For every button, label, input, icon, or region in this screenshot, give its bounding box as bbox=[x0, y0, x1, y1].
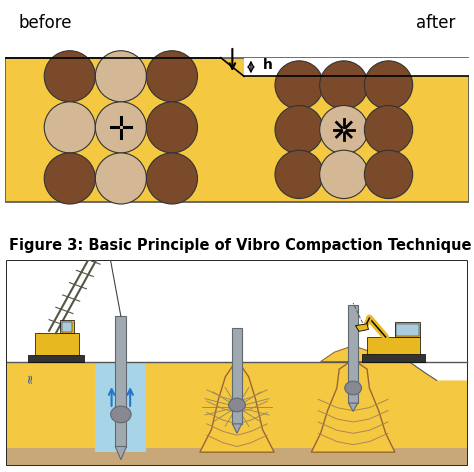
Polygon shape bbox=[115, 447, 127, 460]
Circle shape bbox=[110, 406, 131, 423]
Circle shape bbox=[345, 381, 362, 395]
Text: after: after bbox=[416, 14, 456, 32]
Circle shape bbox=[275, 61, 323, 109]
Polygon shape bbox=[61, 320, 74, 333]
Text: h: h bbox=[263, 58, 273, 72]
Circle shape bbox=[319, 106, 368, 154]
Polygon shape bbox=[356, 324, 368, 331]
Polygon shape bbox=[35, 333, 79, 355]
Circle shape bbox=[365, 106, 413, 154]
Polygon shape bbox=[395, 322, 420, 337]
Polygon shape bbox=[396, 324, 419, 336]
Polygon shape bbox=[232, 328, 242, 424]
Polygon shape bbox=[409, 362, 467, 380]
Polygon shape bbox=[232, 424, 242, 433]
Polygon shape bbox=[95, 362, 146, 452]
Polygon shape bbox=[200, 360, 274, 452]
Text: $\approx$: $\approx$ bbox=[23, 374, 36, 387]
FancyBboxPatch shape bbox=[244, 58, 469, 76]
FancyBboxPatch shape bbox=[7, 261, 467, 465]
Circle shape bbox=[365, 150, 413, 199]
Circle shape bbox=[95, 51, 146, 102]
Text: before: before bbox=[18, 14, 72, 32]
Circle shape bbox=[228, 398, 246, 412]
Polygon shape bbox=[348, 305, 358, 403]
Circle shape bbox=[95, 102, 146, 153]
Circle shape bbox=[95, 153, 146, 204]
Polygon shape bbox=[320, 346, 386, 362]
Circle shape bbox=[44, 102, 95, 153]
Circle shape bbox=[365, 61, 413, 109]
FancyBboxPatch shape bbox=[7, 362, 467, 452]
Circle shape bbox=[146, 153, 198, 204]
Circle shape bbox=[319, 61, 368, 109]
Polygon shape bbox=[348, 403, 358, 412]
Circle shape bbox=[44, 51, 95, 102]
Circle shape bbox=[319, 150, 368, 199]
Polygon shape bbox=[363, 354, 425, 362]
Polygon shape bbox=[62, 322, 72, 332]
Polygon shape bbox=[311, 360, 395, 452]
Polygon shape bbox=[28, 355, 84, 362]
Circle shape bbox=[275, 150, 323, 199]
Polygon shape bbox=[115, 316, 127, 447]
Circle shape bbox=[275, 106, 323, 154]
FancyBboxPatch shape bbox=[5, 58, 469, 202]
FancyBboxPatch shape bbox=[7, 261, 467, 362]
Circle shape bbox=[146, 102, 198, 153]
Polygon shape bbox=[367, 337, 420, 354]
FancyBboxPatch shape bbox=[7, 448, 467, 465]
Text: Figure 3: Basic Principle of Vibro Compaction Technique: Figure 3: Basic Principle of Vibro Compa… bbox=[9, 238, 472, 253]
Circle shape bbox=[146, 51, 198, 102]
Circle shape bbox=[44, 153, 95, 204]
